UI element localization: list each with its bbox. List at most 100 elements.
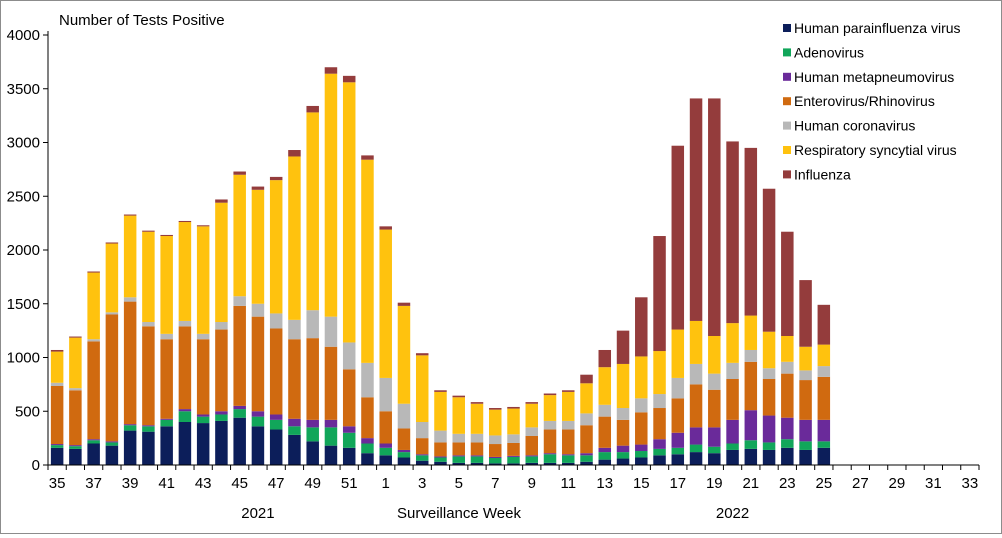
bar-segment-human-metapneumovirus-week-45	[233, 405, 246, 410]
bar-segment-respiratory-syncytial-virus-week-17	[671, 329, 685, 378]
bar-segment-enterovirus-rhinovirus-week-44	[215, 329, 228, 412]
bar-segment-respiratory-syncytial-virus-week-16	[653, 351, 666, 395]
bar-segment-human-coronavirus-week-22	[762, 368, 776, 379]
bar-segment-human-parainfluenza-virus-week-3	[415, 460, 429, 465]
bar-segment-adenovirus-week-14	[616, 452, 630, 459]
bar-segment-human-parainfluenza-virus-week-47	[269, 429, 283, 465]
bar-segment-respiratory-syncytial-virus-week-13	[598, 367, 612, 405]
bar-segment-human-metapneumovirus-week-16	[653, 439, 666, 449]
bar-segment-human-parainfluenza-virus-week-16	[653, 455, 666, 465]
bar-segment-adenovirus-week-39	[123, 425, 137, 431]
bar-segment-human-parainfluenza-virus-week-6	[470, 462, 484, 465]
bar-segment-human-parainfluenza-virus-week-14	[616, 458, 630, 465]
bar-segment-respiratory-syncytial-virus-week-46	[251, 189, 265, 304]
bar-segment-adenovirus-week-12	[580, 455, 593, 462]
bar-segment-influenza-week-46	[251, 186, 265, 190]
bar-segment-respiratory-syncytial-virus-week-8	[507, 408, 520, 435]
bar-segment-adenovirus-week-24	[799, 441, 812, 450]
x-tick-label: 31	[925, 475, 942, 492]
bar-segment-respiratory-syncytial-virus-week-23	[781, 336, 794, 362]
bar-segment-respiratory-syncytial-virus-week-2	[397, 305, 411, 404]
bar-segment-respiratory-syncytial-virus-week-9	[525, 403, 538, 428]
bar-segment-respiratory-syncytial-virus-week-10	[543, 395, 557, 421]
bar-segment-human-metapneumovirus-week-11	[562, 454, 575, 456]
bar-segment-respiratory-syncytial-virus-week-6	[470, 403, 484, 434]
bar-segment-adenovirus-week-3	[415, 455, 429, 461]
x-tick-label: 33	[962, 475, 979, 492]
bar-segment-enterovirus-rhinovirus-week-46	[251, 316, 265, 412]
bar-segment-adenovirus-week-9	[525, 456, 538, 463]
bar-segment-human-parainfluenza-virus-week-15	[635, 457, 648, 465]
bar-segment-enterovirus-rhinovirus-week-48	[288, 339, 301, 419]
bar-segment-enterovirus-rhinovirus-week-1	[379, 411, 392, 444]
bar-segment-human-coronavirus-week-13	[598, 404, 612, 417]
bar-segment-respiratory-syncytial-virus-week-51	[342, 82, 356, 343]
bar-segment-influenza-week-18	[689, 98, 703, 321]
legend-swatch	[783, 146, 791, 154]
bar-segment-adenovirus-week-37	[87, 440, 100, 444]
bar-segment-adenovirus-week-35	[50, 445, 64, 448]
bar-segment-adenovirus-week-20	[726, 443, 739, 450]
bar-segment-human-coronavirus-week-17	[671, 377, 685, 399]
x-tick-label: 15	[633, 475, 650, 492]
bar-segment-human-coronavirus-week-52	[361, 362, 374, 398]
bar-segment-human-parainfluenza-virus-week-37	[87, 443, 100, 465]
bar-segment-adenovirus-week-5	[452, 456, 465, 463]
bar-segment-adenovirus-week-11	[562, 455, 575, 463]
bar-segment-enterovirus-rhinovirus-week-22	[762, 379, 776, 416]
legend-swatch	[783, 97, 791, 106]
legend-swatch	[783, 24, 791, 32]
bar-segment-adenovirus-week-47	[269, 419, 283, 430]
bar-segment-respiratory-syncytial-virus-week-43	[196, 226, 210, 334]
y-tick-label: 1500	[7, 296, 40, 313]
bar-segment-influenza-week-7	[489, 408, 502, 410]
bar-segment-adenovirus-week-8	[507, 456, 520, 464]
bar-segment-respiratory-syncytial-virus-week-4	[434, 391, 447, 431]
bar-segment-adenovirus-week-18	[689, 444, 703, 453]
bar-segment-influenza-week-50	[324, 67, 338, 74]
bar-segment-human-metapneumovirus-week-19	[708, 427, 721, 447]
legend-swatch	[783, 72, 791, 81]
bar-segment-human-coronavirus-week-44	[215, 322, 228, 330]
bar-segment-human-metapneumovirus-week-23	[781, 417, 794, 440]
bar-segment-influenza-week-17	[671, 145, 685, 330]
legend-label: Influenza	[794, 166, 851, 182]
bar-segment-human-metapneumovirus-week-41	[160, 418, 173, 420]
bar-segment-adenovirus-week-38	[105, 442, 119, 446]
x-tick-label: 1	[382, 475, 390, 492]
bar-segment-respiratory-syncytial-virus-week-39	[123, 215, 137, 298]
bar-segment-enterovirus-rhinovirus-week-19	[708, 389, 721, 428]
bar-segment-human-coronavirus-week-11	[562, 420, 575, 430]
bar-segment-influenza-week-19	[708, 98, 721, 337]
bar-segment-influenza-week-37	[87, 271, 100, 273]
bar-segment-human-parainfluenza-virus-week-44	[215, 420, 228, 465]
bar-segment-human-parainfluenza-virus-week-35	[50, 447, 64, 465]
bar-segment-influenza-week-44	[215, 199, 228, 203]
bar-segment-adenovirus-week-15	[635, 451, 648, 458]
bar-segment-human-coronavirus-week-20	[726, 362, 739, 380]
x-tick-label: 21	[742, 475, 759, 492]
bar-segment-human-coronavirus-week-46	[251, 303, 265, 317]
bar-segment-adenovirus-week-17	[671, 447, 685, 455]
y-tick-label: 3000	[7, 135, 40, 152]
bar-segment-enterovirus-rhinovirus-week-9	[525, 435, 538, 456]
bar-segment-influenza-week-36	[69, 336, 82, 338]
bar-segment-human-coronavirus-week-50	[324, 316, 338, 347]
bar-segment-enterovirus-rhinovirus-week-47	[269, 328, 283, 415]
bar-segment-enterovirus-rhinovirus-week-6	[470, 442, 484, 456]
y-tick-label: 2500	[7, 188, 40, 205]
bar-segment-respiratory-syncytial-virus-week-44	[215, 202, 228, 323]
bar-segment-enterovirus-rhinovirus-week-15	[635, 412, 648, 445]
bar-segment-human-parainfluenza-virus-week-1	[379, 455, 392, 465]
bar-segment-human-parainfluenza-virus-week-22	[762, 449, 776, 465]
bar-segment-enterovirus-rhinovirus-week-4	[434, 442, 447, 457]
bar-segment-respiratory-syncytial-virus-week-40	[142, 231, 155, 323]
bar-segment-human-coronavirus-week-4	[434, 430, 447, 443]
bar-segment-respiratory-syncytial-virus-week-48	[288, 156, 301, 320]
x-tick-label: 9	[528, 475, 536, 492]
bar-segment-adenovirus-week-4	[434, 457, 447, 462]
legend-label: Adenovirus	[794, 44, 864, 60]
bar-segment-human-metapneumovirus-week-24	[799, 419, 812, 442]
legend-label: Human metapneumovirus	[794, 69, 954, 85]
bars-layer	[50, 67, 831, 466]
